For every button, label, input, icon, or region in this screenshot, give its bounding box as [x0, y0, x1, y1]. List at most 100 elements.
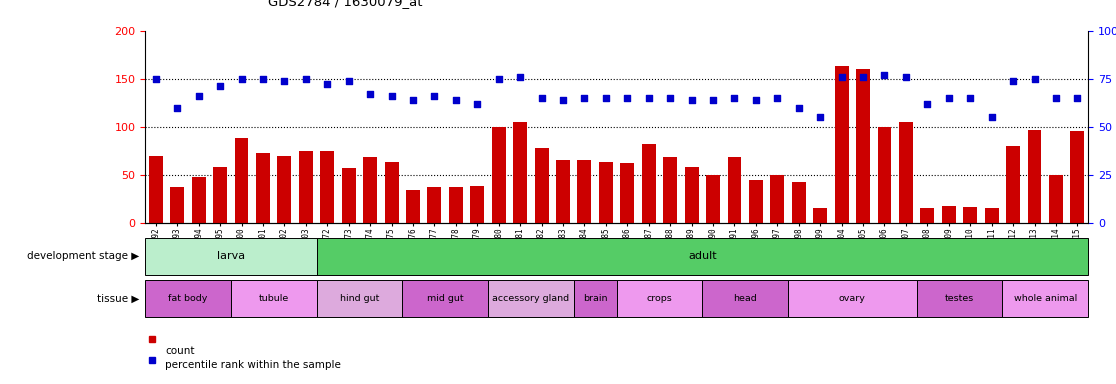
Bar: [145, 238, 317, 275]
Text: brain: brain: [583, 294, 607, 303]
Bar: [145, 280, 231, 317]
Bar: [402, 280, 488, 317]
Bar: [256, 153, 270, 223]
Text: adult: adult: [687, 251, 716, 262]
Point: [490, 76, 508, 82]
Text: tubule: tubule: [259, 294, 289, 303]
Bar: [341, 168, 356, 223]
Bar: [470, 186, 484, 223]
Text: percentile rank within the sample: percentile rank within the sample: [165, 360, 341, 370]
Bar: [663, 157, 677, 223]
Text: testes: testes: [945, 294, 974, 303]
Text: head: head: [733, 294, 757, 303]
Text: whole animal: whole animal: [1013, 294, 1077, 303]
Point: [169, 104, 186, 111]
Bar: [556, 161, 570, 223]
Point: [383, 93, 401, 99]
Bar: [1007, 146, 1020, 223]
Bar: [921, 208, 934, 223]
Bar: [728, 157, 741, 223]
Bar: [513, 122, 527, 223]
Point: [897, 74, 915, 80]
Point: [704, 97, 722, 103]
Bar: [320, 151, 334, 223]
Point: [1026, 76, 1043, 82]
Point: [254, 76, 272, 82]
Text: fat body: fat body: [169, 294, 208, 303]
Bar: [599, 162, 613, 223]
Point: [747, 97, 764, 103]
Point: [597, 95, 615, 101]
Point: [662, 95, 680, 101]
Point: [576, 95, 594, 101]
Bar: [877, 127, 892, 223]
Bar: [616, 280, 702, 317]
Point: [425, 93, 443, 99]
Bar: [535, 148, 549, 223]
Point: [1068, 95, 1086, 101]
Point: [446, 97, 464, 103]
Bar: [385, 162, 398, 223]
Point: [554, 97, 571, 103]
Bar: [788, 280, 916, 317]
Bar: [899, 122, 913, 223]
Bar: [299, 151, 312, 223]
Point: [190, 93, 208, 99]
Bar: [148, 156, 163, 223]
Point: [532, 95, 550, 101]
Point: [511, 74, 529, 80]
Text: development stage ▶: development stage ▶: [27, 251, 140, 262]
Bar: [856, 69, 870, 223]
Text: count: count: [165, 346, 194, 356]
Bar: [577, 161, 591, 223]
Point: [339, 78, 357, 84]
Point: [833, 74, 850, 80]
Point: [469, 101, 487, 107]
Bar: [492, 127, 506, 223]
Point: [940, 95, 958, 101]
Point: [211, 83, 229, 89]
Point: [876, 72, 894, 78]
Point: [318, 81, 336, 88]
Bar: [620, 163, 634, 223]
Bar: [1028, 130, 1041, 223]
Point: [790, 104, 808, 111]
Point: [918, 101, 936, 107]
Bar: [278, 156, 291, 223]
Bar: [684, 167, 699, 223]
Point: [639, 95, 657, 101]
Bar: [916, 280, 1002, 317]
Point: [297, 76, 315, 82]
Bar: [427, 187, 442, 223]
Bar: [192, 177, 205, 223]
Bar: [642, 144, 656, 223]
Text: ovary: ovary: [839, 294, 866, 303]
Point: [1047, 95, 1065, 101]
Text: mid gut: mid gut: [426, 294, 463, 303]
Point: [961, 95, 979, 101]
Bar: [234, 138, 249, 223]
Bar: [1002, 280, 1088, 317]
Bar: [317, 280, 402, 317]
Point: [232, 76, 250, 82]
Bar: [406, 190, 420, 223]
Point: [618, 95, 636, 101]
Point: [276, 78, 294, 84]
Bar: [770, 175, 785, 223]
Bar: [749, 180, 763, 223]
Point: [725, 95, 743, 101]
Bar: [213, 167, 227, 223]
Point: [769, 95, 787, 101]
Text: GDS2784 / 1630079_at: GDS2784 / 1630079_at: [268, 0, 422, 8]
Bar: [984, 208, 999, 223]
Bar: [363, 157, 377, 223]
Text: larva: larva: [217, 251, 244, 262]
Text: hind gut: hind gut: [339, 294, 379, 303]
Point: [683, 97, 701, 103]
Point: [854, 74, 872, 80]
Bar: [814, 208, 827, 223]
Point: [404, 97, 422, 103]
Bar: [835, 66, 848, 223]
Bar: [488, 280, 574, 317]
Bar: [449, 187, 463, 223]
